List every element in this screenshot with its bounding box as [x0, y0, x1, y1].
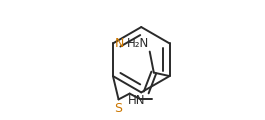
Text: S: S: [114, 102, 122, 115]
Text: N: N: [115, 37, 124, 50]
Text: HN: HN: [128, 94, 146, 107]
Text: H₂N: H₂N: [127, 37, 149, 50]
